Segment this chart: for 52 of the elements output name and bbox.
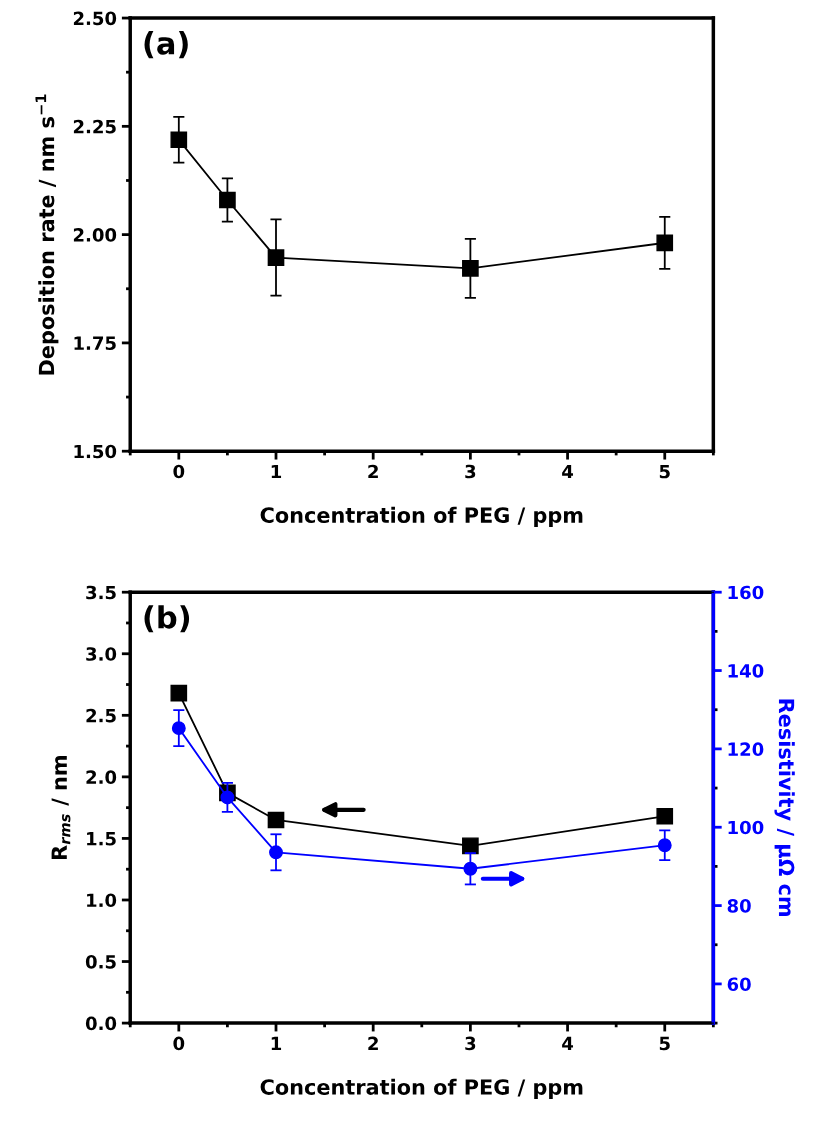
x-tick-label: 5 [659, 1036, 670, 1051]
point [171, 721, 186, 736]
x-tick-label: 2 [368, 464, 378, 479]
y2-tick-label: 80 [727, 899, 751, 913]
y-tick-label: 1.50 [74, 444, 117, 459]
y-tick-label: 1.0 [87, 893, 117, 908]
y-tick-label: 3.5 [86, 585, 116, 600]
y2-tick-label: 140 [728, 664, 764, 678]
y-tick-label: 2.50 [73, 11, 117, 26]
x-tick-label: 4 [562, 1036, 574, 1051]
y-tick-label: 1.5 [87, 832, 116, 846]
point [657, 838, 672, 853]
point [170, 131, 188, 149]
y-tick-label: 1.75 [74, 336, 116, 351]
y2-tick-label: 60 [727, 977, 751, 992]
x-tick-label: 4 [562, 464, 574, 479]
x-tick-label: 3 [465, 1036, 476, 1051]
x-tick-label: 2 [368, 1036, 378, 1051]
y-tick-label: 2.0 [86, 770, 117, 784]
y2-tick-label: 160 [728, 585, 764, 600]
y-tick-label: 2.5 [86, 708, 116, 723]
x-axis-title: Concentration of PEG / ppm [260, 1078, 583, 1099]
y2-tick-label: 120 [728, 742, 764, 757]
point [463, 861, 478, 876]
point [656, 807, 674, 825]
y-tick-label: 3.0 [86, 647, 117, 661]
y-axis-title: Deposition rate / nm s$^{−1}$ [35, 94, 59, 375]
x-tick-label: 0 [173, 464, 185, 479]
point [656, 234, 674, 252]
point [462, 837, 479, 855]
x-tick-label: 3 [465, 464, 476, 479]
y2-axis-title: Resistivity / µΩ cm [774, 699, 795, 916]
y-tick-label: 0.0 [85, 1016, 117, 1031]
y2-tick-label: 100 [728, 820, 764, 835]
y-tick-label: 0.5 [85, 955, 116, 969]
point [267, 811, 285, 829]
y-tick-label: 2.00 [73, 228, 117, 242]
point [220, 790, 235, 805]
point [219, 191, 236, 209]
y-tick-label: 2.25 [73, 119, 116, 134]
point [462, 260, 479, 277]
annotation: (a) [144, 31, 188, 59]
annotation: (b) [144, 605, 190, 633]
x-tick-label: 1 [271, 464, 282, 479]
x-tick-label: 0 [173, 1036, 185, 1051]
point [267, 249, 285, 266]
point [269, 845, 283, 860]
x-tick-label: 5 [659, 464, 670, 479]
y-axis-title: R$_{rms}$ / nm [51, 756, 71, 860]
x-tick-label: 1 [271, 1036, 282, 1051]
point [170, 684, 188, 702]
x-axis-title: Concentration of PEG / ppm [260, 506, 583, 528]
